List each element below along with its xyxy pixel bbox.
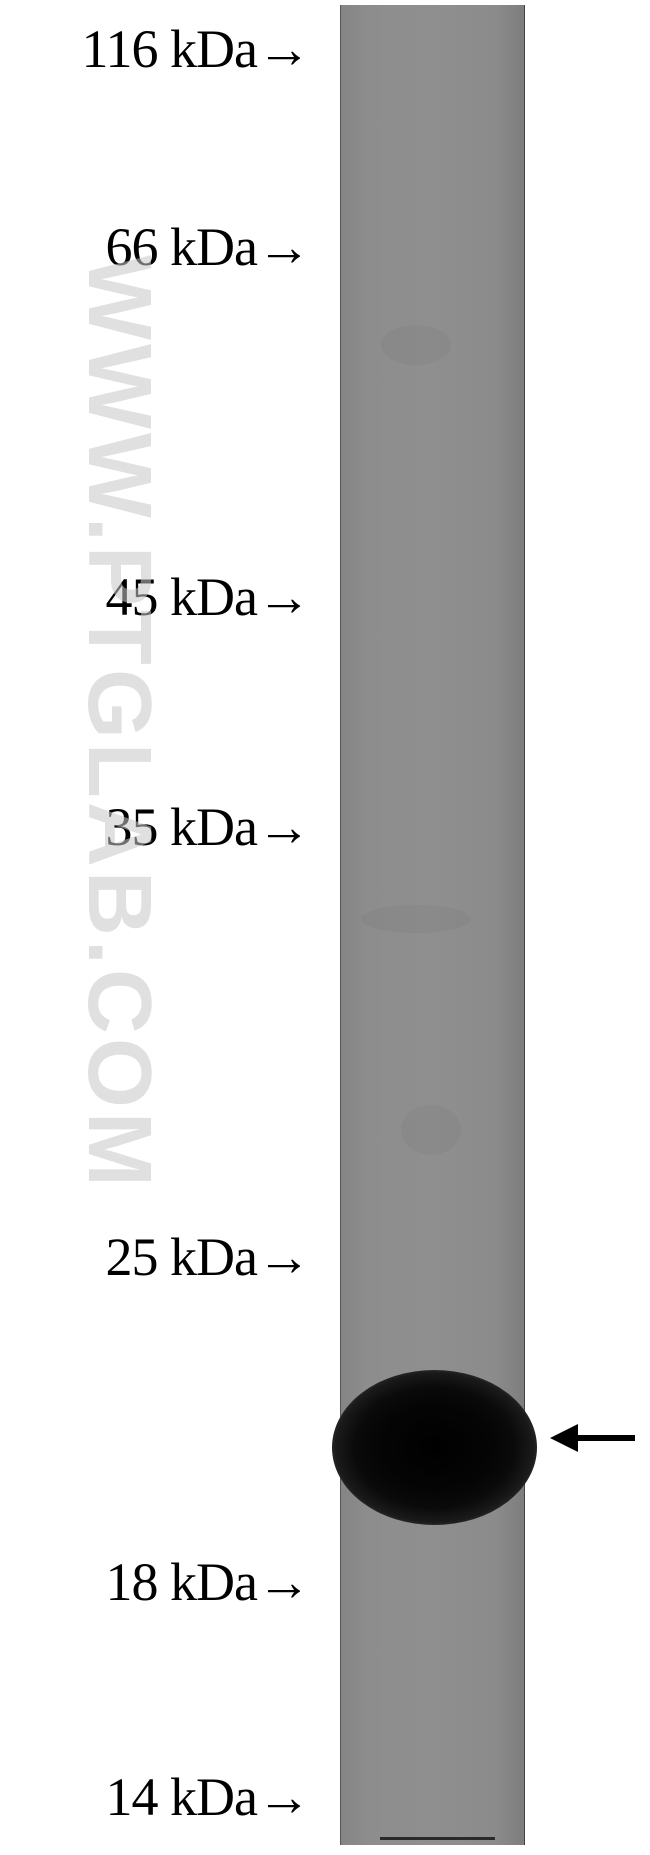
mw-marker-66: 66 kDa→: [0, 220, 310, 274]
protein-band: [332, 1370, 537, 1525]
lane-bottom-edge: [380, 1837, 495, 1840]
lane-noise: [381, 325, 451, 365]
blot-lane: [340, 5, 525, 1845]
watermark-label: WWW.PTGLAB.COM: [69, 255, 169, 1191]
watermark-text: WWW.PTGLAB.COM: [67, 255, 170, 1191]
mw-marker-25: 25 kDa→: [0, 1230, 310, 1284]
mw-marker-14: 14 kDa→: [0, 1770, 310, 1824]
western-blot-figure: 116 kDa→ 66 kDa→ 45 kDa→ 35 kDa→ 25 kDa→…: [0, 0, 650, 1855]
mw-marker-116: 116 kDa→: [0, 22, 310, 76]
lane-noise: [401, 1105, 461, 1155]
mw-marker-18: 18 kDa→: [0, 1555, 310, 1609]
arrow-shaft: [575, 1435, 635, 1441]
mw-marker-45: 45 kDa→: [0, 570, 310, 624]
lane-noise: [361, 905, 471, 933]
arrow-head-icon: [550, 1424, 578, 1452]
mw-marker-35: 35 kDa→: [0, 800, 310, 854]
